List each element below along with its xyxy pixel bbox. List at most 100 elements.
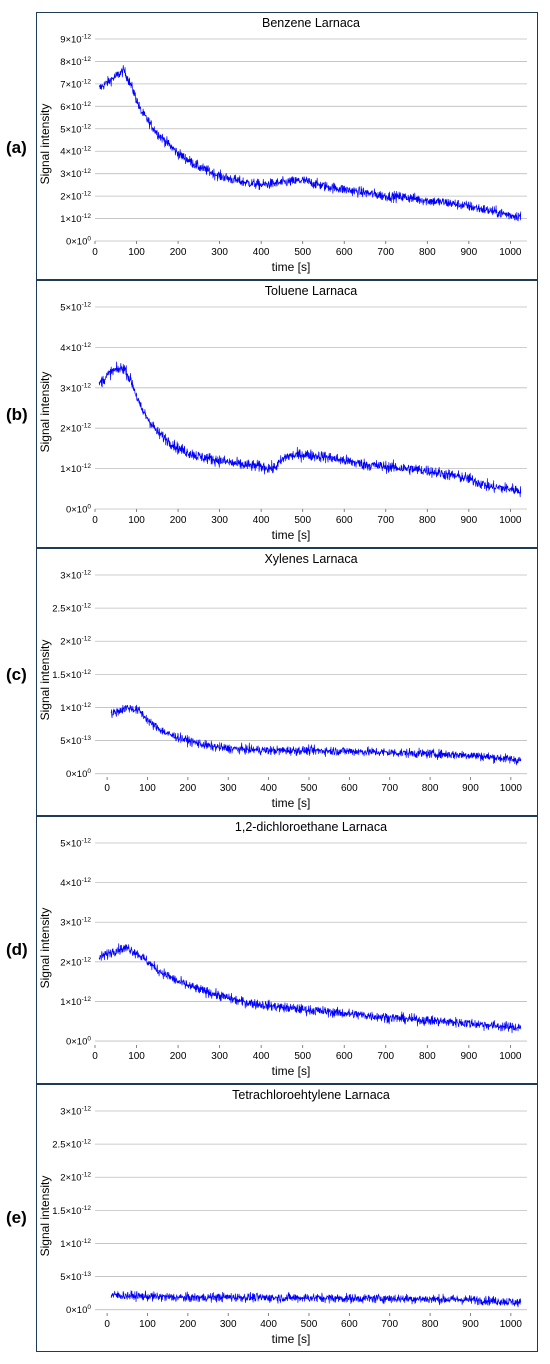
chart-panel: Tetrachloroehtylene Larnaca 0×100 5×10-13 1… xyxy=(36,1084,538,1352)
y-tick-label: 5×10-13 xyxy=(60,1271,91,1283)
x-tick-label: 100 xyxy=(128,247,145,258)
x-tick-label: 600 xyxy=(341,1319,358,1330)
x-tick-label: 600 xyxy=(341,783,358,794)
x-tick-label: 900 xyxy=(461,1051,478,1062)
x-tick-label: 600 xyxy=(336,247,353,258)
x-tick-label: 400 xyxy=(253,515,270,526)
y-tick-label: 5×10-12 xyxy=(60,838,91,850)
y-tick-label: 3×10-12 xyxy=(60,917,91,929)
chart-panel: Xylenes Larnaca 0×100 5×10-13 1×10-12 1.5×10… xyxy=(36,548,538,816)
x-tick-label: 600 xyxy=(336,1051,353,1062)
x-tick-label: 100 xyxy=(139,1319,156,1330)
y-tick-label: 5×10-12 xyxy=(60,123,91,135)
y-tick-label: 0×100 xyxy=(66,504,91,516)
y-tick-label: 1×10-12 xyxy=(60,463,91,475)
x-tick-label: 100 xyxy=(139,783,156,794)
chart-svg: Benzene Larnaca 0×100 1×10-12 2×10-12 3×10-1… xyxy=(38,16,527,274)
y-axis-label: Signal intensity xyxy=(38,1176,52,1257)
x-tick-label: 200 xyxy=(180,783,197,794)
x-tick-label: 700 xyxy=(377,1051,394,1062)
y-tick-label: 2.5×10-12 xyxy=(52,1139,91,1151)
x-tick-label: 900 xyxy=(461,247,478,258)
x-tick-label: 800 xyxy=(419,1051,436,1062)
x-tick-label: 300 xyxy=(211,1051,228,1062)
panel-label: (a) xyxy=(6,138,27,157)
x-axis-label: time [s] xyxy=(272,796,311,810)
panel-label: (c) xyxy=(6,665,27,684)
x-tick-label: 900 xyxy=(462,1319,479,1330)
y-tick-label: 5×10-12 xyxy=(60,302,91,314)
chart-panel: Benzene Larnaca 0×100 1×10-12 2×10-12 3×10-1… xyxy=(36,12,538,280)
x-tick-label: 700 xyxy=(381,1319,398,1330)
x-tick-label: 800 xyxy=(419,247,436,258)
y-axis-label: Signal intensity xyxy=(38,372,52,453)
y-tick-label: 3×10-12 xyxy=(60,168,91,180)
x-tick-label: 200 xyxy=(170,515,187,526)
y-tick-label: 1×10-12 xyxy=(60,702,91,714)
x-tick-label: 500 xyxy=(301,1319,318,1330)
y-tick-label: 0×100 xyxy=(66,1036,91,1048)
x-tick-label: 300 xyxy=(211,247,228,258)
y-tick-label: 3×10-12 xyxy=(60,1106,91,1118)
y-tick-label: 4×10-12 xyxy=(60,342,91,354)
x-tick-label: 1000 xyxy=(499,515,522,526)
y-tick-label: 1.5×10-12 xyxy=(52,1205,91,1217)
y-axis-label: Signal intensity xyxy=(38,104,52,185)
x-tick-label: 0 xyxy=(92,247,98,258)
x-tick-label: 1000 xyxy=(500,783,523,794)
chart-title: 1,2-dichloroethane Larnaca xyxy=(235,820,387,834)
x-tick-label: 0 xyxy=(104,783,110,794)
panel-label: (b) xyxy=(6,405,28,424)
series-line xyxy=(110,1290,522,1308)
x-tick-label: 900 xyxy=(462,783,479,794)
x-tick-label: 1000 xyxy=(500,1319,523,1330)
y-tick-label: 2.5×10-12 xyxy=(52,603,91,615)
series-line xyxy=(98,64,522,222)
chart-title: Benzene Larnaca xyxy=(262,16,360,30)
x-tick-label: 700 xyxy=(377,247,394,258)
panel-label: (e) xyxy=(6,1208,27,1227)
x-tick-label: 700 xyxy=(381,783,398,794)
y-tick-label: 2×10-12 xyxy=(60,191,91,203)
y-tick-label: 0×100 xyxy=(66,236,91,248)
chart-panel: 1,2-dichloroethane Larnaca 0×100 1×10-12 2×… xyxy=(36,816,538,1084)
chart-svg: Toluene Larnaca 0×100 1×10-12 2×10-12 3×10-1… xyxy=(38,284,527,542)
x-tick-label: 400 xyxy=(253,247,270,258)
y-tick-label: 3×10-12 xyxy=(60,382,91,394)
x-tick-label: 900 xyxy=(461,515,478,526)
y-tick-label: 5×10-13 xyxy=(60,735,91,747)
x-tick-label: 500 xyxy=(294,515,311,526)
x-tick-label: 800 xyxy=(422,783,439,794)
y-tick-label: 7×10-12 xyxy=(60,78,91,90)
series-line xyxy=(98,361,522,498)
y-tick-label: 4×10-12 xyxy=(60,146,91,158)
x-tick-label: 500 xyxy=(294,1051,311,1062)
x-tick-label: 500 xyxy=(301,783,318,794)
x-tick-label: 400 xyxy=(260,783,277,794)
x-tick-label: 700 xyxy=(377,515,394,526)
x-tick-label: 300 xyxy=(211,515,228,526)
chart-title: Toluene Larnaca xyxy=(265,284,357,298)
series-line xyxy=(110,704,522,766)
y-tick-label: 6×10-12 xyxy=(60,101,91,113)
x-axis-label: time [s] xyxy=(272,528,311,542)
chart-svg: Tetrachloroehtylene Larnaca 0×100 5×10-13 1… xyxy=(38,1088,527,1346)
x-tick-label: 100 xyxy=(128,1051,145,1062)
x-tick-label: 0 xyxy=(92,515,98,526)
panel-label: (d) xyxy=(6,940,28,959)
x-tick-label: 0 xyxy=(92,1051,98,1062)
x-tick-label: 400 xyxy=(260,1319,277,1330)
x-tick-label: 1000 xyxy=(499,1051,522,1062)
y-axis-label: Signal intensity xyxy=(38,640,52,721)
y-tick-label: 0×100 xyxy=(66,768,91,780)
chart-panel: Toluene Larnaca 0×100 1×10-12 2×10-12 3×10-1… xyxy=(36,280,538,548)
y-tick-label: 2×10-12 xyxy=(60,1172,91,1184)
x-tick-label: 400 xyxy=(253,1051,270,1062)
series-line xyxy=(98,943,522,1034)
x-tick-label: 300 xyxy=(220,783,237,794)
y-tick-label: 8×10-12 xyxy=(60,56,91,68)
x-tick-label: 800 xyxy=(422,1319,439,1330)
x-tick-label: 200 xyxy=(170,1051,187,1062)
y-tick-label: 2×10-12 xyxy=(60,636,91,648)
y-tick-label: 3×10-12 xyxy=(60,570,91,582)
